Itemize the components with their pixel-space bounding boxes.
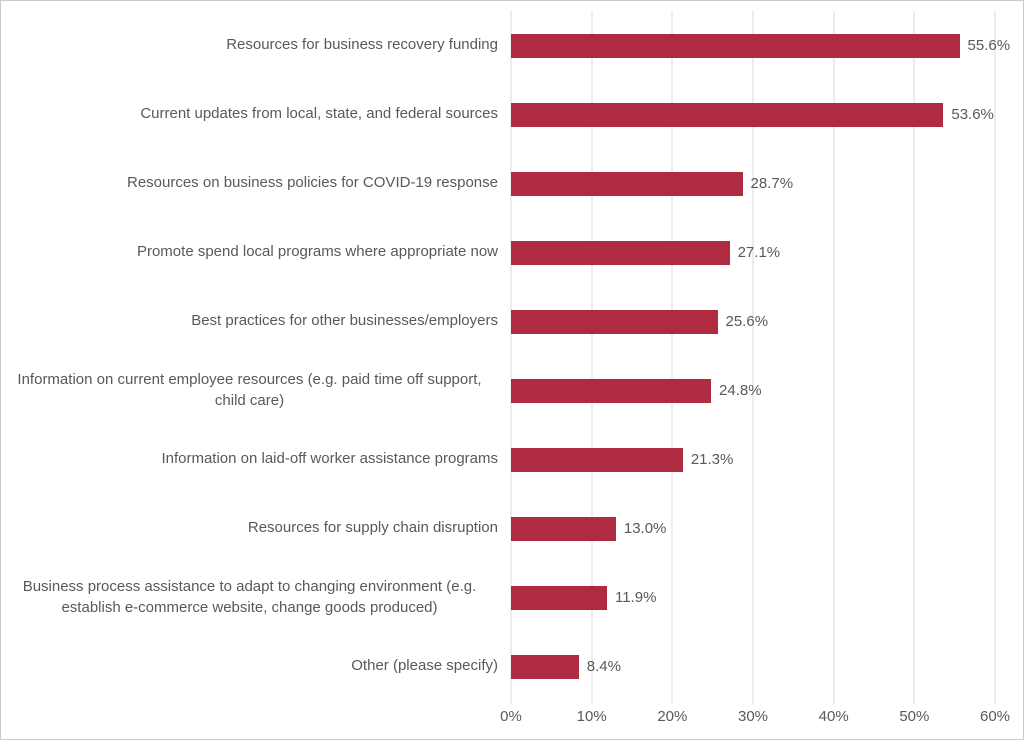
bar-track: 21.3% [511, 425, 995, 494]
value-label: 27.1% [737, 244, 781, 261]
value-label: 8.4% [586, 658, 621, 675]
bar [511, 33, 960, 58]
bar [511, 654, 579, 679]
bar-track: 55.6% [511, 11, 1010, 80]
bar [511, 516, 616, 541]
chart-rows: Resources for business recovery funding 5… [1, 11, 1023, 701]
category-label: Resources for business recovery funding [226, 36, 498, 54]
x-axis-tick-label: 40% [818, 708, 849, 725]
x-axis-tick-label: 10% [576, 708, 607, 725]
gridlines [510, 11, 996, 704]
bar [511, 309, 718, 334]
bar-track: 8.4% [511, 632, 995, 701]
category-label: Information on laid-off worker assistanc… [161, 450, 498, 468]
value-label: 24.8% [719, 382, 762, 399]
bar [511, 171, 743, 196]
bar-row: Business process assistance to adapt to … [1, 563, 1023, 632]
bar-row: Current updates from local, state, and f… [1, 80, 1023, 149]
category-label: Promote spend local programs where appro… [136, 243, 498, 261]
bar-track: 11.9% [511, 563, 995, 632]
bar-track: 25.6% [511, 287, 995, 356]
category-label: Information on current employee resource… [17, 370, 482, 409]
gridline [671, 11, 673, 704]
value-label: 25.6% [725, 313, 769, 330]
bar-track: 53.6% [511, 80, 995, 149]
category-label: Business process assistance to adapt to … [22, 577, 477, 616]
gridline [994, 11, 996, 704]
category-label: Other (please specify) [351, 657, 498, 675]
value-label: 11.9% [614, 589, 657, 606]
value-label: 28.7% [750, 175, 794, 192]
bar-row: Promote spend local programs where appro… [1, 218, 1023, 287]
gridline [591, 11, 593, 704]
bar [511, 102, 944, 127]
category-label: Resources on business policies for COVID… [126, 174, 498, 192]
bar [511, 447, 683, 472]
bar-row: Best practices for other businesses/empl… [1, 287, 1023, 356]
x-axis-tick-label: 20% [657, 708, 688, 725]
gridline [833, 11, 835, 704]
bar-track: 24.8% [511, 356, 995, 425]
bar [511, 378, 712, 403]
value-label: 53.6% [951, 106, 994, 123]
bar [511, 240, 730, 265]
category-label: Best practices for other businesses/empl… [191, 312, 498, 330]
bar-track: 13.0% [511, 494, 995, 563]
value-label: 21.3% [690, 451, 734, 468]
bar-row: Resources for business recovery funding 5… [1, 11, 1023, 80]
bar-track: 28.7% [511, 149, 995, 218]
value-label: 55.6% [967, 37, 1011, 54]
category-label: Current updates from local, state, and f… [140, 105, 498, 123]
x-axis-tick-label: 50% [899, 708, 930, 725]
bar [511, 585, 607, 610]
x-axis-tick-label: 30% [737, 708, 769, 725]
gridline [752, 11, 754, 704]
gridline [913, 11, 915, 704]
x-axis-tick-label: 0% [500, 708, 522, 725]
category-label: Resources for supply chain disruption [247, 519, 498, 537]
value-label: 13.0% [623, 520, 667, 537]
bar-track: 27.1% [511, 218, 995, 287]
bar-row: Information on current employee resource… [1, 356, 1023, 425]
bar-row: Resources on business policies for COVID… [1, 149, 1023, 218]
bar-row: Other (please specify) 8.4% [1, 632, 1023, 701]
bar-row: Information on laid-off worker assistanc… [1, 425, 1023, 494]
x-axis: 0% 10% 20% 30% 40% 50% 60% [500, 708, 1010, 728]
bar-row: Resources for supply chain disruption 13.… [1, 494, 1023, 563]
gridline [510, 11, 512, 704]
x-axis-tick-label: 60% [979, 708, 1011, 725]
